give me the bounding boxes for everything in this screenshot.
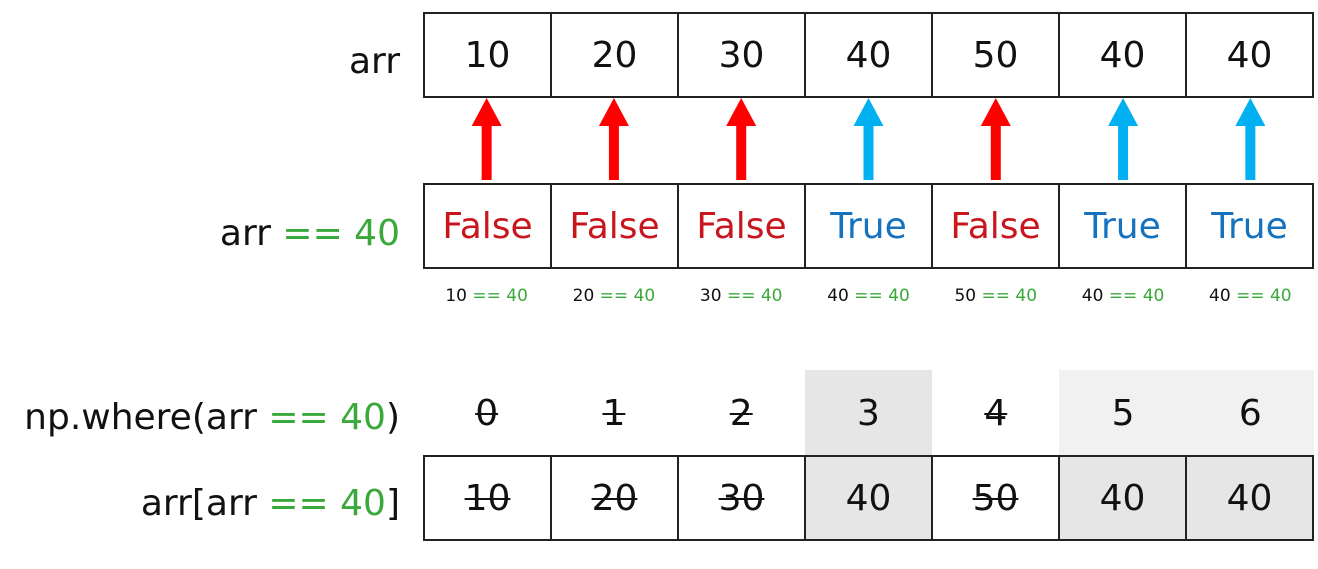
index-cell: 6 bbox=[1186, 370, 1314, 456]
arrow-shaft bbox=[608, 122, 619, 180]
comparison-expression: 50 == 40 bbox=[954, 286, 1038, 306]
arrow-shaft bbox=[736, 122, 747, 180]
arrow-head-icon bbox=[471, 98, 502, 126]
selected-value-cell: 50 bbox=[931, 457, 1058, 539]
comparison-expression: 40 == 40 bbox=[827, 286, 910, 306]
where-label-prefix: np.where(arr bbox=[24, 397, 269, 438]
comparison-label: arr == 40 bbox=[220, 216, 400, 252]
value-cell: 20 bbox=[550, 14, 677, 96]
where-label: np.where(arr == 40) bbox=[24, 400, 400, 436]
index-label: arr[arr == 40] bbox=[141, 486, 400, 522]
boolean-cell: False bbox=[550, 185, 677, 267]
selected-value-cell: 30 bbox=[677, 457, 804, 539]
arrow-head-icon bbox=[598, 98, 629, 126]
comparison-expression: 40 == 40 bbox=[1081, 286, 1165, 306]
arrow-shaft bbox=[1245, 122, 1256, 180]
values-row: 10 20 30 40 50 40 40 bbox=[423, 12, 1314, 98]
comparison-label-op: == 40 bbox=[282, 213, 400, 254]
arrow-head-icon bbox=[980, 98, 1011, 126]
comparison-expressions: 10 == 40 20 == 40 30 == 40 40 == 40 50 =… bbox=[423, 286, 1314, 310]
arrow-shaft bbox=[990, 122, 1001, 180]
selected-value-cell: 40 bbox=[1185, 457, 1312, 539]
index-cell: 3 bbox=[804, 370, 933, 456]
selected-value-cell: 10 bbox=[464, 477, 511, 519]
index-cell: 5 bbox=[1059, 370, 1187, 456]
index-cell: 1 bbox=[602, 392, 626, 434]
comparison-expression: 40 == 40 bbox=[1209, 286, 1292, 306]
arrow-shaft bbox=[863, 122, 874, 180]
arrow-head-icon bbox=[853, 98, 884, 126]
value-cell: 30 bbox=[677, 14, 804, 96]
selected-value-cell: 40 bbox=[1058, 457, 1185, 539]
comparison-label-prefix: arr bbox=[219, 213, 283, 254]
index-label-suffix: ] bbox=[385, 483, 400, 524]
arrow-shaft bbox=[1118, 122, 1129, 180]
arrow-head-icon bbox=[726, 98, 757, 126]
comparison-expression: 20 == 40 bbox=[572, 286, 656, 306]
arrow-head-icon bbox=[1108, 98, 1139, 126]
value-cell: 10 bbox=[464, 34, 511, 76]
arrows bbox=[471, 98, 1266, 180]
value-cell: 40 bbox=[804, 14, 931, 96]
index-cell: 2 bbox=[729, 392, 753, 434]
boolean-cell: True bbox=[804, 185, 931, 267]
index-label-op: == 40 bbox=[268, 483, 386, 524]
arrow-shaft bbox=[481, 122, 492, 180]
arr-label: arr bbox=[348, 41, 400, 82]
boolean-row: False False False True False True True bbox=[423, 183, 1314, 269]
index-label-prefix: arr[arr bbox=[140, 483, 269, 524]
boolean-cell: False bbox=[931, 185, 1058, 267]
comparison-expression: 10 == 40 bbox=[445, 286, 528, 306]
comparison-expression: 30 == 40 bbox=[699, 286, 783, 306]
boolean-cell: True bbox=[1058, 185, 1185, 267]
value-cell: 50 bbox=[931, 14, 1058, 96]
selected-value-cell: 40 bbox=[804, 457, 931, 539]
selected-values-row: 10 20 30 40 50 40 40 bbox=[423, 455, 1314, 541]
value-cell: 40 bbox=[1058, 14, 1185, 96]
index-cell: 0 bbox=[475, 392, 499, 434]
boolean-cell: False bbox=[442, 205, 533, 247]
boolean-cell: False bbox=[677, 185, 804, 267]
where-label-suffix: ) bbox=[385, 397, 400, 438]
arrow-head-icon bbox=[1235, 98, 1266, 126]
indices-row: 0 1 2 3 4 5 6 bbox=[423, 370, 1314, 456]
selected-value-cell: 20 bbox=[550, 457, 677, 539]
value-cell: 40 bbox=[1185, 14, 1312, 96]
index-cell: 4 bbox=[984, 392, 1008, 434]
boolean-cell: True bbox=[1185, 185, 1312, 267]
where-label-op: == 40 bbox=[268, 397, 386, 438]
